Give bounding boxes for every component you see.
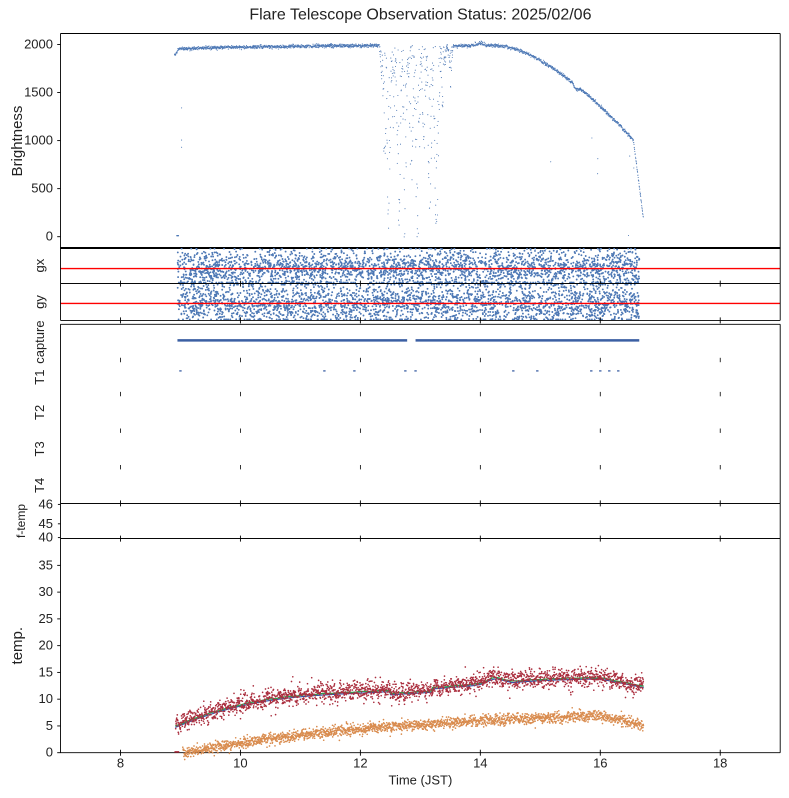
svg-text:gy: gy [32, 295, 47, 309]
svg-text:0: 0 [46, 745, 53, 760]
svg-text:10: 10 [233, 756, 247, 771]
svg-text:2000: 2000 [24, 37, 53, 52]
svg-text:Flare Telescope Observation St: Flare Telescope Observation Status: 2025… [249, 7, 591, 24]
svg-text:temp.: temp. [9, 627, 26, 665]
svg-text:10: 10 [39, 691, 53, 706]
svg-text:18: 18 [713, 756, 727, 771]
svg-text:T3: T3 [32, 441, 47, 456]
svg-text:capture: capture [32, 320, 47, 363]
svg-text:T1: T1 [32, 370, 47, 385]
svg-text:45: 45 [39, 516, 53, 531]
svg-text:15: 15 [39, 664, 53, 679]
svg-text:14: 14 [473, 756, 487, 771]
svg-text:500: 500 [31, 181, 53, 196]
svg-text:40: 40 [39, 530, 53, 545]
svg-text:20: 20 [39, 638, 53, 653]
svg-text:46: 46 [39, 496, 53, 511]
svg-text:12: 12 [353, 756, 367, 771]
svg-text:T2: T2 [32, 405, 47, 420]
svg-text:35: 35 [39, 557, 53, 572]
svg-text:Brightness: Brightness [9, 106, 26, 177]
svg-text:5: 5 [46, 718, 53, 733]
svg-text:16: 16 [593, 756, 607, 771]
svg-text:Time (JST): Time (JST) [389, 773, 453, 788]
svg-text:8: 8 [117, 756, 124, 771]
svg-text:30: 30 [39, 584, 53, 599]
svg-text:1500: 1500 [24, 85, 53, 100]
svg-text:T4: T4 [32, 478, 47, 493]
svg-text:1000: 1000 [24, 133, 53, 148]
svg-text:f-temp: f-temp [14, 504, 28, 538]
svg-text:0: 0 [46, 229, 53, 244]
svg-text:gx: gx [32, 258, 47, 272]
svg-text:25: 25 [39, 611, 53, 626]
